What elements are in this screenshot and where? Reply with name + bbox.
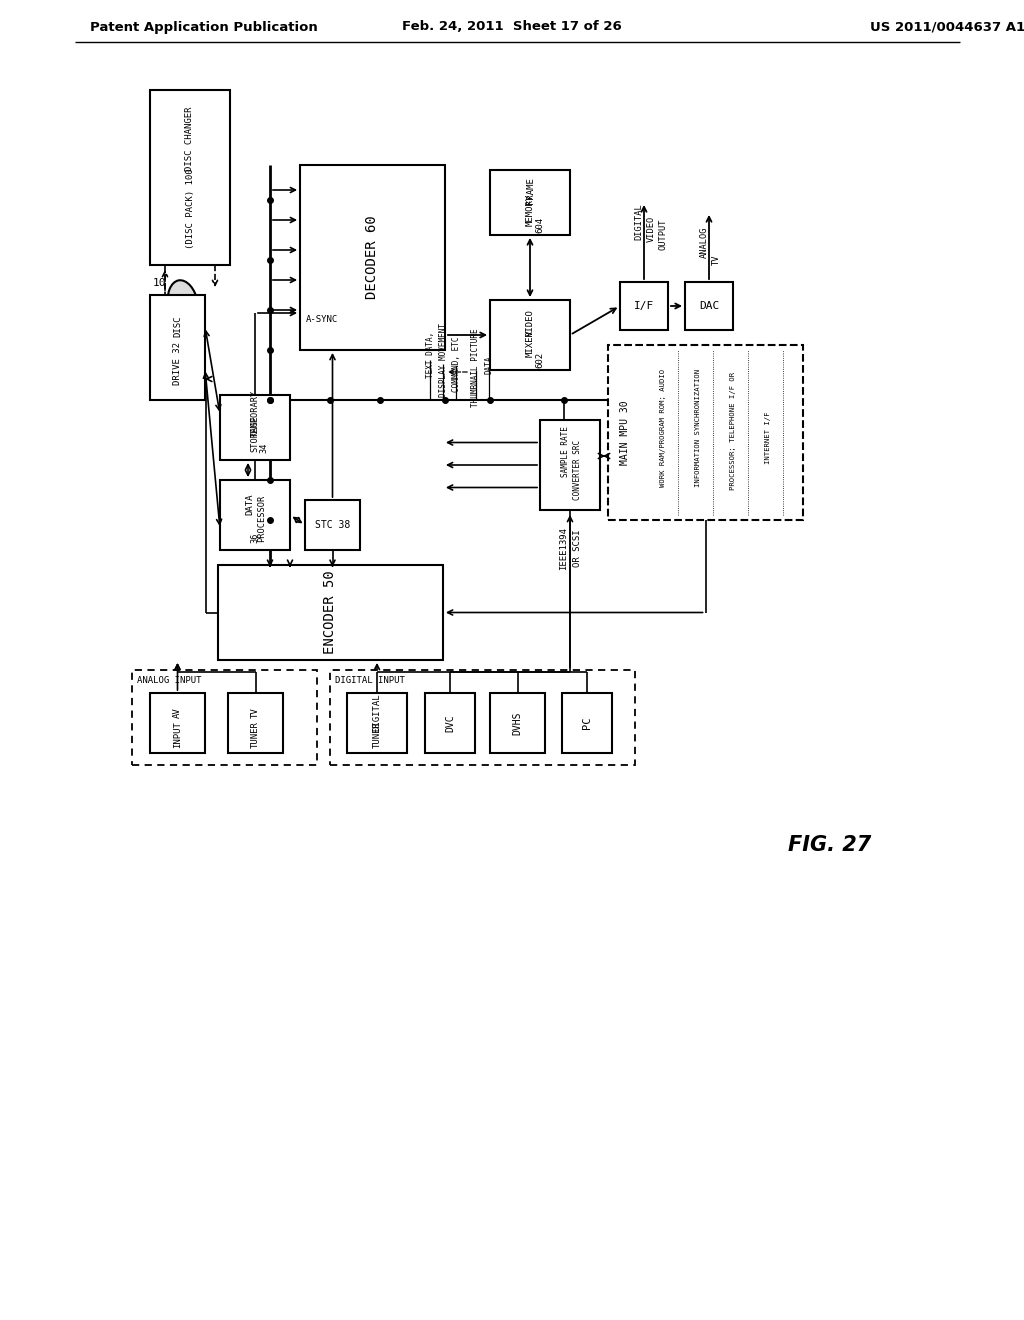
Text: DIGITAL INPUT: DIGITAL INPUT <box>335 676 404 685</box>
Text: TV: TV <box>251 706 260 718</box>
Text: CONVERTER SRC: CONVERTER SRC <box>572 440 582 499</box>
Text: DISC CHANGER: DISC CHANGER <box>185 107 195 172</box>
Bar <box>490 300 570 370</box>
Bar <box>490 170 570 235</box>
Bar <box>685 282 733 330</box>
Text: PROCESSOR; TELEPHONE I/F OR: PROCESSOR; TELEPHONE I/F OR <box>730 371 736 490</box>
Bar <box>218 565 443 660</box>
Bar <box>562 693 612 752</box>
Text: PROCESSOR: PROCESSOR <box>257 495 266 543</box>
Bar <box>220 480 290 550</box>
Text: THUMBNAIL PICTURE: THUMBNAIL PICTURE <box>471 329 480 408</box>
Text: DISPLAY MOVEMENT: DISPLAY MOVEMENT <box>438 323 447 397</box>
Text: 604: 604 <box>536 216 545 234</box>
Bar <box>150 693 205 752</box>
Bar <box>620 282 668 330</box>
Text: VIDEO: VIDEO <box>646 216 655 242</box>
Text: IEEE1394: IEEE1394 <box>559 527 568 569</box>
Bar <box>150 294 205 400</box>
Text: SAMPLE RATE: SAMPLE RATE <box>560 426 569 477</box>
Text: DECODER 60: DECODER 60 <box>366 215 380 300</box>
Text: TV: TV <box>712 255 721 265</box>
Text: WORK RAM/PROGRAM ROM; AUDIO: WORK RAM/PROGRAM ROM; AUDIO <box>660 368 666 487</box>
Bar <box>220 395 290 459</box>
Bar <box>228 693 283 752</box>
Text: (DISC PACK) 100: (DISC PACK) 100 <box>185 169 195 249</box>
Bar <box>490 693 545 752</box>
Text: DATA: DATA <box>484 356 494 375</box>
Text: MEMORY: MEMORY <box>525 194 535 227</box>
Bar <box>540 420 600 510</box>
Text: ANALOG: ANALOG <box>699 226 709 257</box>
Bar <box>150 90 230 265</box>
Text: INTERNET I/F: INTERNET I/F <box>765 412 771 463</box>
Ellipse shape <box>168 280 199 330</box>
Text: DATA: DATA <box>246 494 255 515</box>
Text: PC: PC <box>582 717 592 729</box>
Text: FIG. 27: FIG. 27 <box>788 836 871 855</box>
Text: TUNER: TUNER <box>251 722 260 748</box>
Bar <box>425 693 475 752</box>
Text: DRIVE 32: DRIVE 32 <box>173 342 182 384</box>
Text: DVC: DVC <box>445 714 455 731</box>
Text: Patent Application Publication: Patent Application Publication <box>90 21 317 33</box>
Text: INPUT: INPUT <box>173 722 182 748</box>
Text: 36: 36 <box>251 533 259 544</box>
Text: MIXER: MIXER <box>525 330 535 356</box>
Text: 10: 10 <box>153 279 166 288</box>
Bar <box>330 671 635 766</box>
Text: FRAME: FRAME <box>525 177 535 205</box>
Bar <box>608 345 803 520</box>
Text: COMMAND, ETC.: COMMAND, ETC. <box>452 331 461 392</box>
Text: STC 38: STC 38 <box>314 520 350 531</box>
Text: STORAGE: STORAGE <box>251 416 259 453</box>
Text: TEXT DATA,: TEXT DATA, <box>426 331 434 378</box>
Text: DIGITAL: DIGITAL <box>635 203 643 240</box>
Text: I/F: I/F <box>634 301 654 312</box>
Text: INFORMATION SYNCHRONIZATION: INFORMATION SYNCHRONIZATION <box>695 368 701 487</box>
Text: DIGITAL: DIGITAL <box>373 693 382 731</box>
Text: TEMPORARY: TEMPORARY <box>251 389 259 437</box>
Bar <box>305 500 360 550</box>
Bar <box>132 671 317 766</box>
Bar <box>300 165 445 350</box>
Text: MAIN MPU 30: MAIN MPU 30 <box>620 400 630 465</box>
Bar <box>347 693 407 752</box>
Text: A-SYNC: A-SYNC <box>306 315 338 325</box>
Text: 602: 602 <box>536 352 545 368</box>
Text: OUTPUT: OUTPUT <box>658 218 668 249</box>
Text: VIDEO: VIDEO <box>525 309 535 335</box>
Text: US 2011/0044637 A1: US 2011/0044637 A1 <box>870 21 1024 33</box>
Text: Feb. 24, 2011  Sheet 17 of 26: Feb. 24, 2011 Sheet 17 of 26 <box>402 21 622 33</box>
Text: DVHS: DVHS <box>512 711 522 735</box>
Text: ANALOG INPUT: ANALOG INPUT <box>137 676 202 685</box>
Text: TUNER: TUNER <box>373 722 382 748</box>
Text: DAC: DAC <box>698 301 719 312</box>
Text: DISC: DISC <box>173 315 182 337</box>
Text: ENCODER 50: ENCODER 50 <box>324 570 338 655</box>
Text: OR SCSI: OR SCSI <box>573 529 583 566</box>
Text: AV: AV <box>173 706 182 718</box>
Text: 34: 34 <box>259 442 268 453</box>
